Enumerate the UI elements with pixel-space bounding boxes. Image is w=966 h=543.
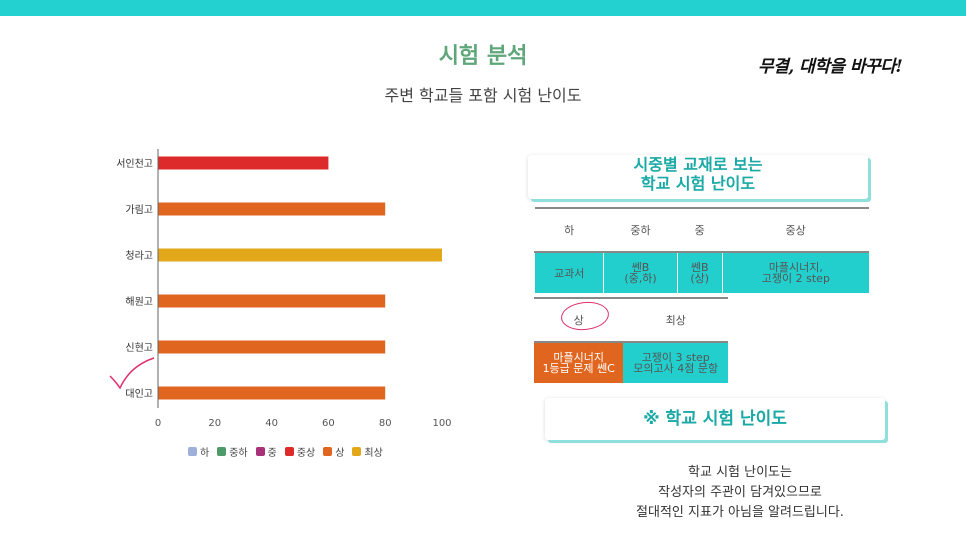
category-label: 서인천고 <box>116 158 153 170</box>
x-tick-label: 40 <box>265 418 278 429</box>
bar <box>158 386 386 400</box>
brand-slogan: 무결, 대학을 바꾸다! <box>758 57 903 77</box>
legend-label: 중상 <box>296 448 316 459</box>
legend-label: 최상 <box>364 448 383 459</box>
x-tick-label: 0 <box>155 418 161 429</box>
legend-label: 상 <box>335 448 345 459</box>
page-subtitle: 주변 학교들 포함 시험 난이도 <box>384 86 582 105</box>
chart-legend: 하 중하 중 중상 상 최상 <box>188 444 383 459</box>
difficulty-table-upper: 상 최상 마플시너지 1등급 문제 쎈C 고쟁이 3 step 모의고사 4점 문항 <box>534 297 728 383</box>
category-label: 청라고 <box>125 250 153 262</box>
disclaimer-note: 학교 시험 난이도는 작성자의 주관이 담겨있으므로 절대적인 지표가 아님을 … <box>636 465 844 520</box>
category-label: 해원고 <box>125 295 153 308</box>
level-header: 하 <box>534 207 604 252</box>
bar <box>158 202 386 216</box>
level-header: 중하 <box>603 207 678 252</box>
card-title-line2: 학교 시험 난이도 <box>640 174 756 193</box>
level-header: 중 <box>677 207 723 252</box>
legend-label: 중 <box>267 448 277 459</box>
bar <box>158 340 386 354</box>
textbook-cell: 쎈B (상) <box>676 251 723 293</box>
bar <box>158 156 329 170</box>
legend-item: 상 <box>323 444 344 459</box>
difficulty-table-lower: 하 중하 중 중상 교과서 쎈B (중,하) 쎈B (상) 마플시너지, 고쟁이 2 … <box>533 207 869 293</box>
legend-swatch <box>284 447 294 456</box>
category-label: 신현고 <box>125 342 153 354</box>
legend-swatch <box>255 447 265 456</box>
level-header: 중상 <box>722 207 869 252</box>
textbook-cell: 고쟁이 3 step 모의고사 4점 문항 <box>623 341 728 383</box>
legend-item: 최상 <box>352 444 383 459</box>
x-tick-label: 60 <box>322 418 335 429</box>
legend-swatch <box>217 447 227 456</box>
category-label: 가림고 <box>125 204 153 216</box>
x-tick-label: 20 <box>208 418 221 429</box>
x-tick-label: 80 <box>379 418 392 429</box>
x-tick-label: 100 <box>432 418 451 429</box>
legend-label: 중하 <box>229 448 248 459</box>
legend-label: 하 <box>200 448 210 459</box>
page-title: 시험 분석 <box>438 44 528 69</box>
legend-item: 중 <box>255 444 277 459</box>
legend-item: 중하 <box>217 444 248 459</box>
legend-swatch <box>188 447 197 456</box>
card-title-line1: 시중별 교재로 보는 <box>633 155 763 174</box>
bar <box>158 248 442 262</box>
legend-item: 중상 <box>284 444 316 459</box>
checkmark-icon <box>109 357 155 390</box>
textbook-cell: 쎈B (중,하) <box>603 251 678 293</box>
level-header: 상 <box>534 297 624 342</box>
school-difficulty-card: ※ 학교 시험 난이도 <box>545 398 885 440</box>
legend-swatch <box>323 447 333 456</box>
bar <box>158 294 386 308</box>
textbook-cell: 교과서 <box>533 251 604 293</box>
textbook-difficulty-card: 시중별 교재로 보는 학교 시험 난이도 <box>528 155 868 199</box>
textbook-cell: 마플시너지 1등급 문제 쎈C <box>534 341 624 383</box>
legend-item: 하 <box>188 444 209 459</box>
top-accent-bar <box>0 0 966 16</box>
category-label: 대인고 <box>125 388 153 400</box>
level-header: 최상 <box>623 297 728 342</box>
legend-swatch <box>352 447 362 456</box>
textbook-cell: 마플시너지, 고쟁이 2 step <box>721 251 869 293</box>
